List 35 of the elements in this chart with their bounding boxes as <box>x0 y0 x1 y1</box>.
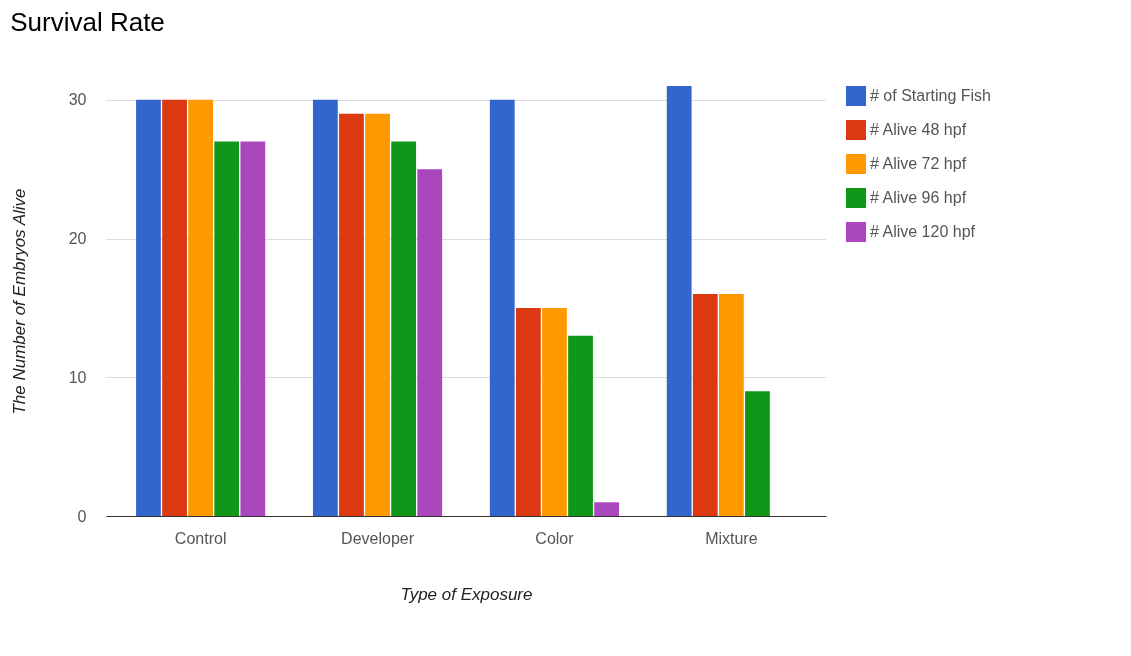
x-tick-label: Control <box>174 529 227 547</box>
bar <box>365 113 390 516</box>
bar <box>240 141 266 516</box>
bar <box>745 391 770 516</box>
legend-label: # of Starting Fish <box>870 87 991 104</box>
bar <box>339 113 364 516</box>
x-tick-label: Developer <box>341 529 415 547</box>
bar <box>312 99 338 516</box>
legend-label: # Alive 72 hpf <box>870 155 967 172</box>
y-tick-label: 10 <box>68 368 87 386</box>
bar <box>417 169 443 516</box>
x-axis-title: Type of Exposure <box>400 584 533 604</box>
legend-label: # Alive 120 hpf <box>870 223 976 240</box>
bar <box>515 307 541 516</box>
bar <box>568 335 593 516</box>
bar <box>718 294 744 516</box>
x-tick-label: Mixture <box>705 529 758 547</box>
chart-title: Survival Rate <box>10 7 165 37</box>
y-tick-label: 0 <box>77 507 87 525</box>
legend-label: # Alive 96 hpf <box>870 189 967 206</box>
bar <box>391 141 417 516</box>
y-axis-title: The Number of Embryos Alive <box>9 188 29 415</box>
legend-label: # Alive 48 hpf <box>870 121 967 138</box>
y-tick-label: 20 <box>68 230 87 248</box>
bar <box>594 502 620 516</box>
bar <box>214 141 240 516</box>
bar <box>489 99 515 516</box>
bar <box>542 307 567 516</box>
bar <box>188 99 214 516</box>
bar <box>666 86 692 516</box>
bar <box>692 294 718 516</box>
bar <box>162 99 187 516</box>
bar <box>136 99 161 516</box>
x-tick-label: Color <box>535 529 575 547</box>
y-tick-label: 30 <box>68 91 87 109</box>
